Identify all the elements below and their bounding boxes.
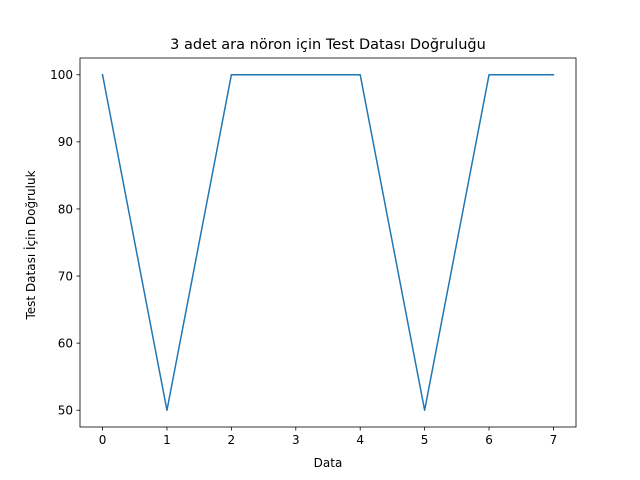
- y-tick-label: 70: [58, 269, 73, 283]
- y-tick-label: 100: [50, 68, 73, 82]
- axes-frame: [79, 57, 577, 428]
- y-tick-label: 90: [58, 135, 73, 149]
- x-tick-label: 6: [485, 433, 493, 447]
- x-axis-label: Data: [314, 456, 343, 470]
- x-tick-label: 7: [550, 433, 558, 447]
- y-tick-label: 60: [58, 336, 73, 350]
- y-tick-label: 80: [58, 202, 73, 216]
- x-tick-label: 0: [99, 433, 107, 447]
- chart-title: 3 adet ara nöron için Test Datası Doğrul…: [170, 37, 486, 53]
- x-tick-label: 3: [292, 433, 300, 447]
- series-line: [101, 73, 555, 411]
- x-tick-label: 4: [356, 433, 364, 447]
- y-tick-label: 50: [58, 404, 73, 418]
- x-tick-label: 5: [421, 433, 429, 447]
- plot-area: 0 1 2 3 4 5 6 7 50 60 70 80 90 100: [50, 57, 577, 447]
- x-tick-label: 2: [228, 433, 236, 447]
- x-tick-label: 1: [163, 433, 171, 447]
- y-axis-label: Test Datası İçin Doğruluk: [23, 170, 38, 320]
